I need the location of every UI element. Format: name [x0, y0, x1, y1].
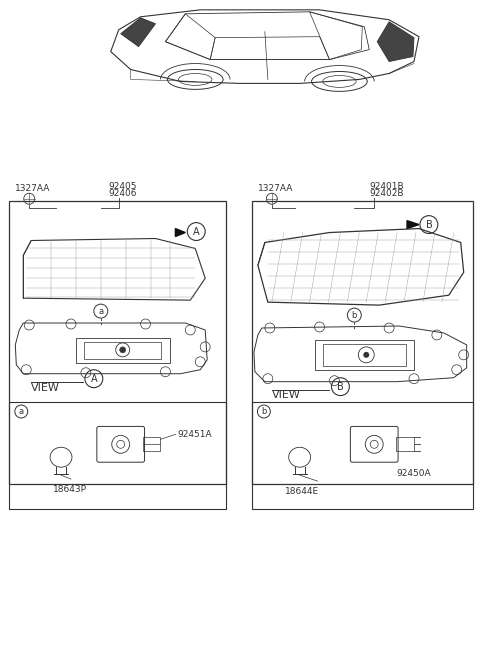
Polygon shape [120, 18, 156, 47]
Text: B: B [426, 220, 432, 230]
Text: 92402B: 92402B [369, 188, 404, 198]
Polygon shape [377, 22, 414, 61]
Text: A: A [91, 374, 97, 383]
Text: a: a [19, 407, 24, 416]
Text: VIEW: VIEW [272, 390, 300, 400]
Polygon shape [175, 229, 185, 237]
Text: 92405: 92405 [109, 182, 137, 191]
Text: 1327AA: 1327AA [258, 184, 293, 193]
Circle shape [363, 352, 369, 358]
Text: 18643P: 18643P [53, 485, 87, 494]
Text: VIEW: VIEW [31, 383, 60, 393]
Text: b: b [352, 310, 357, 319]
Polygon shape [407, 220, 419, 229]
Text: 92451A: 92451A [178, 430, 212, 439]
Text: 92406: 92406 [109, 188, 137, 198]
Text: 1327AA: 1327AA [15, 184, 51, 193]
Text: 92450A: 92450A [396, 469, 431, 478]
Text: a: a [98, 306, 103, 316]
Text: b: b [261, 407, 266, 416]
Text: 92401B: 92401B [369, 182, 404, 191]
Circle shape [120, 347, 126, 353]
Text: 18644E: 18644E [285, 487, 319, 496]
Text: B: B [337, 381, 344, 392]
Text: A: A [193, 226, 200, 237]
